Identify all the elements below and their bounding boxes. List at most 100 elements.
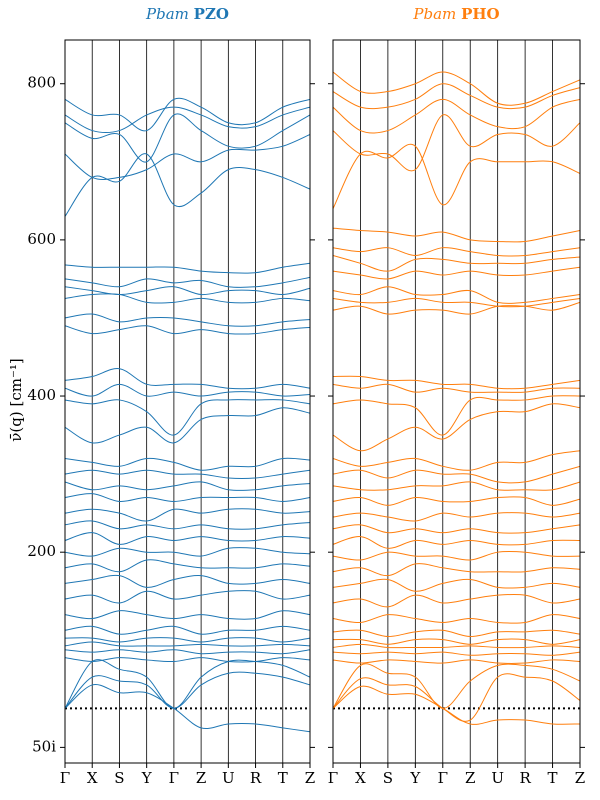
- band-line: [333, 465, 580, 484]
- band-line: [333, 297, 580, 308]
- band-line: [65, 649, 310, 655]
- band-line: [333, 227, 580, 243]
- y-tick-label: 200: [27, 542, 56, 560]
- band-line: [65, 481, 310, 491]
- band-line: [65, 683, 310, 733]
- band-line: [65, 610, 310, 620]
- band-line: [333, 395, 580, 436]
- band-line: [65, 457, 310, 471]
- band-line: [65, 532, 310, 545]
- x-tick-label: Z: [575, 769, 585, 787]
- band-line: [333, 143, 580, 209]
- x-tick-label: Y: [141, 769, 153, 787]
- band-line: [333, 629, 580, 638]
- band-line: [65, 399, 310, 436]
- x-tick-label: T: [278, 769, 288, 787]
- band-line: [333, 638, 580, 645]
- title-italic: Pbam: [145, 5, 189, 23]
- x-tick-label: Y: [409, 769, 421, 787]
- band-line: [65, 625, 310, 635]
- band-line: [65, 657, 310, 663]
- x-tick-label: Γ: [328, 769, 338, 787]
- band-line: [65, 262, 310, 274]
- panel-frame: [332, 39, 581, 764]
- panel-frame: [64, 39, 311, 764]
- band-line: [333, 286, 580, 304]
- x-tick-label: Γ: [169, 769, 179, 787]
- band-line: [65, 559, 310, 573]
- band-line: [333, 114, 580, 172]
- band-line: [333, 83, 580, 110]
- band-line: [333, 563, 580, 577]
- x-tick-label: U: [222, 769, 235, 787]
- band-line: [65, 469, 310, 480]
- band-line: [333, 593, 580, 608]
- band-line: [333, 403, 580, 452]
- band-line: [65, 286, 310, 296]
- band-line: [333, 578, 580, 592]
- band-line: [65, 671, 310, 709]
- band-line: [333, 651, 580, 656]
- y-axis-label: ν̄(q) [cm⁻¹]: [7, 358, 25, 441]
- y-tick-label: 800: [27, 74, 56, 92]
- x-tick-label: S: [114, 769, 124, 787]
- band-line: [65, 325, 310, 335]
- band-line: [65, 659, 310, 709]
- band-line: [65, 134, 310, 180]
- x-tick-label: Γ: [60, 769, 70, 787]
- band-line: [65, 637, 310, 643]
- band-line: [65, 368, 310, 390]
- band-line: [65, 407, 310, 444]
- band-line: [333, 98, 580, 134]
- band-line: [333, 383, 580, 393]
- band-line: [65, 153, 310, 217]
- x-tick-label: Z: [465, 769, 475, 787]
- band-line: [65, 589, 310, 604]
- band-line: [333, 496, 580, 506]
- band-line: [333, 301, 580, 315]
- band-line: [65, 106, 310, 134]
- band-line: [333, 524, 580, 534]
- chart-title: Pbam PZO: [145, 5, 229, 23]
- x-tick-label: X: [355, 769, 366, 787]
- band-line: [65, 641, 310, 647]
- chart-title: Pbam PHO: [412, 5, 499, 23]
- band-line: [333, 255, 580, 272]
- band-line: [333, 685, 580, 725]
- title-bold: PZO: [194, 5, 229, 23]
- bands: [65, 97, 310, 733]
- x-tick-label: S: [383, 769, 393, 787]
- band-line: [65, 547, 310, 557]
- band-line: [65, 113, 310, 163]
- x-tick-label: Z: [196, 769, 206, 787]
- x-tick-label: R: [250, 769, 262, 787]
- x-tick-label: U: [491, 769, 504, 787]
- band-line: [65, 293, 310, 304]
- bands: [333, 71, 580, 725]
- x-tick-label: Γ: [438, 769, 448, 787]
- band-line: [333, 614, 580, 624]
- y-tick-label: 50i: [32, 737, 56, 755]
- band-line: [65, 574, 310, 588]
- band-line: [65, 520, 310, 530]
- band-line: [333, 536, 580, 549]
- band-line: [333, 450, 580, 471]
- x-tick-label: T: [548, 769, 558, 787]
- band-line: [333, 512, 580, 522]
- band-line: [333, 71, 580, 106]
- band-line: [333, 247, 580, 257]
- band-line: [65, 97, 310, 132]
- y-tick-label: 600: [27, 230, 56, 248]
- band-line: [333, 673, 580, 722]
- band-line: [65, 508, 310, 522]
- band-line: [333, 550, 580, 561]
- x-tick-label: R: [519, 769, 531, 787]
- band-line: [333, 375, 580, 390]
- title-italic: Pbam: [412, 5, 456, 23]
- x-tick-label: X: [87, 769, 98, 787]
- band-line: [333, 266, 580, 280]
- band-line: [333, 643, 580, 649]
- band-line: [333, 481, 580, 491]
- band-line: [65, 493, 310, 502]
